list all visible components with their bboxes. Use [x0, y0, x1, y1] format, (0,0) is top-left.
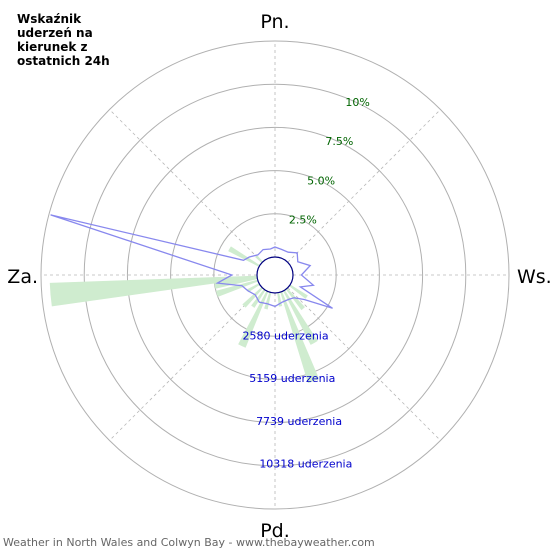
count-line-layer: [50, 214, 333, 309]
grid-spoke: [287, 287, 441, 441]
percent-bars: [49, 246, 320, 384]
bar-wedge: [289, 284, 308, 299]
count-tick-label: 5159 uderzenia: [249, 372, 335, 385]
bar-wedge: [280, 291, 320, 384]
chart-title: Wskaźnik uderzeń na kierunek z ostatnich…: [17, 12, 110, 68]
bar-wedge: [285, 288, 305, 311]
bar-wedge: [238, 290, 269, 348]
grid-ring: [83, 83, 467, 467]
count-tick-label: 7739 uderzenia: [256, 415, 342, 428]
bar-wedge: [228, 246, 260, 267]
grid-spoke: [109, 287, 263, 441]
bar-wedge: [283, 290, 318, 345]
direction-north-label: Pn.: [260, 11, 289, 33]
percent-tick-label: 5.0%: [307, 174, 335, 187]
grid-spoke: [109, 109, 263, 263]
footer-credit: Weather in North Wales and Colwyn Bay - …: [3, 536, 375, 549]
bar-wedge: [246, 283, 260, 293]
bar-wedge: [49, 275, 258, 307]
bar-wedge: [251, 289, 266, 308]
bar-wedge: [264, 292, 272, 310]
direction-east-label: Ws.: [517, 266, 550, 288]
grid-spoke: [287, 109, 441, 263]
count-tick-label: 2580 uderzenia: [243, 329, 329, 342]
direction-south-label: Pd.: [260, 520, 290, 542]
bar-wedge: [215, 279, 259, 297]
grid-ring: [126, 126, 424, 424]
direction-west-label: Za.: [7, 266, 38, 288]
grid-ring: [40, 40, 510, 510]
bar-wedge: [214, 277, 258, 289]
polar-grid: [40, 40, 510, 510]
center-circle-layer: [256, 256, 294, 294]
percent-tick-label: 10%: [345, 96, 369, 109]
bar-wedge: [255, 255, 263, 263]
chart-labels: Pn. Ws. Pd. Za. 2.5% 5.0% 7.5% 10% 2580 uderzeni…: [7, 11, 550, 542]
count-tick-label: 10318 uderzenia: [259, 457, 352, 470]
center-circle: [256, 256, 294, 294]
percent-tick-label: 2.5%: [289, 214, 317, 227]
percent-tick-label: 7.5%: [325, 135, 353, 148]
bar-wedge: [242, 287, 263, 308]
